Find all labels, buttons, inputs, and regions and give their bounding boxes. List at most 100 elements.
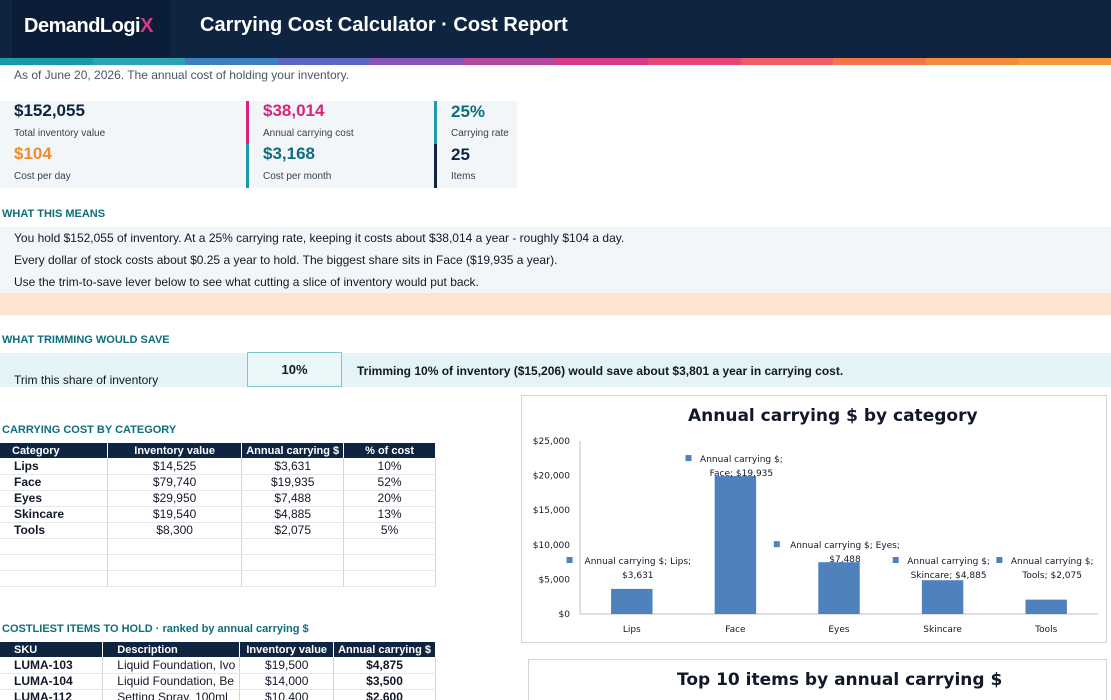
cell-annual-carrying: $3,631 bbox=[241, 458, 345, 475]
category-table: Category Inventory value Annual carrying… bbox=[0, 443, 436, 587]
section-what-trimming-saves: WHAT TRIMMING WOULD SAVE bbox=[2, 334, 170, 346]
table-row-empty bbox=[0, 570, 436, 587]
data-label-key bbox=[685, 455, 692, 462]
col-inventory-value: Inventory value bbox=[239, 642, 335, 657]
data-label-key bbox=[773, 541, 780, 548]
kpi-panel: $152,055 Total inventory value $104 Cost… bbox=[0, 101, 517, 188]
cell-description: Setting Spray, 100ml bbox=[102, 689, 241, 700]
cell-percent: 20% bbox=[343, 490, 436, 507]
x-tick-label: Skincare bbox=[923, 625, 962, 635]
kpi-cost-per-month-label: Cost per month bbox=[263, 171, 332, 182]
col-annual-carrying: Annual carrying $ bbox=[333, 642, 436, 657]
stripe-segment bbox=[185, 58, 278, 65]
table-row: LUMA-103 Liquid Foundation, Ivo $19,500 $4,… bbox=[0, 657, 436, 674]
stripe-segment bbox=[648, 58, 741, 65]
cell-inventory-value: $14,000 bbox=[239, 673, 335, 690]
cell-percent: 10% bbox=[343, 458, 436, 475]
category-chart: Annual carrying $ by category $0 $5,000 $1… bbox=[521, 395, 1107, 643]
app-header: DemandLogiX Carrying Cost Calculator · C… bbox=[0, 0, 1111, 58]
cell-annual-carrying: $2,075 bbox=[241, 522, 345, 539]
data-label: Tools; $2,075 bbox=[1021, 571, 1082, 581]
stripe-segment bbox=[92, 58, 186, 65]
y-tick-label: $15,000 bbox=[533, 506, 570, 516]
section-carrying-by-category: CARRYING COST BY CATEGORY bbox=[2, 424, 177, 436]
logo-main: DemandLogi bbox=[24, 15, 141, 37]
col-sku: SKU bbox=[0, 642, 104, 657]
color-stripe bbox=[0, 58, 1111, 65]
kpi-cost-per-month: $3,168 bbox=[263, 144, 315, 163]
logo-text: DemandLogiX bbox=[24, 15, 153, 38]
category-table-header: Category Inventory value Annual carrying… bbox=[0, 443, 436, 458]
cell-percent: 5% bbox=[343, 522, 436, 539]
section-what-this-means: WHAT THIS MEANS bbox=[2, 208, 106, 220]
category-chart-svg: $0 $5,000 $10,000 $15,000 $20,000 $25,000 Lips… bbox=[533, 437, 1098, 635]
data-label: Annual carrying $; Lips; bbox=[585, 557, 692, 567]
cell-percent: 52% bbox=[343, 474, 436, 491]
trim-share-input[interactable]: 10% bbox=[247, 352, 342, 387]
cell-category: Skincare bbox=[0, 506, 109, 523]
col-category: Category bbox=[0, 443, 109, 458]
chart-title: Annual carrying $ by category bbox=[688, 406, 978, 426]
means-line-3: Use the trim-to-save lever below to see … bbox=[0, 271, 1111, 293]
table-row: Eyes $29,950 $7,488 20% bbox=[0, 490, 436, 507]
kpi-carrying-rate: 25% bbox=[451, 102, 486, 121]
stripe-segment bbox=[1018, 58, 1111, 65]
top-items-chart: Top 10 items by annual carrying $ bbox=[528, 659, 1107, 700]
trim-band bbox=[0, 353, 1111, 387]
data-label: Face; $19,935 bbox=[710, 469, 773, 479]
col-description: Description bbox=[102, 642, 241, 657]
bar-face bbox=[714, 476, 757, 614]
cell-annual-carrying: $4,875 bbox=[333, 657, 436, 674]
x-tick-label: Eyes bbox=[828, 625, 850, 635]
kpi-accent-bar-teal bbox=[246, 144, 249, 188]
table-row: LUMA-112 Setting Spray, 100ml $10,400 $2,60… bbox=[0, 689, 436, 700]
bar-skincare bbox=[921, 580, 964, 614]
kpi-items: 25 bbox=[451, 145, 470, 164]
col-percent-of-cost: % of cost bbox=[343, 443, 436, 458]
kpi-accent-bar-navy bbox=[434, 144, 437, 188]
logo-x-mark: X bbox=[140, 15, 153, 37]
kpi-cost-per-day: $104 bbox=[14, 144, 52, 163]
stripe-segment bbox=[740, 58, 834, 65]
col-annual-carrying: Annual carrying $ bbox=[241, 443, 345, 458]
cell-category: Face bbox=[0, 474, 109, 491]
table-row: Lips $14,525 $3,631 10% bbox=[0, 458, 436, 475]
table-row: Tools $8,300 $2,075 5% bbox=[0, 522, 436, 539]
kpi-cost-per-day-label: Cost per day bbox=[14, 171, 71, 182]
data-label: Annual carrying $; bbox=[1011, 557, 1094, 567]
section-costliest-items: COSTLIEST ITEMS TO HOLD · ranked by annu… bbox=[2, 623, 309, 635]
cell-inventory-value: $19,540 bbox=[107, 506, 243, 523]
kpi-accent-bar-teal-2 bbox=[434, 101, 437, 144]
cell-inventory-value: $8,300 bbox=[107, 522, 243, 539]
y-tick-label: $10,000 bbox=[533, 541, 570, 551]
kpi-total-value: $152,055 bbox=[14, 101, 85, 120]
table-row-empty bbox=[0, 538, 436, 555]
x-tick-label: Face bbox=[725, 625, 746, 635]
cell-percent: 13% bbox=[343, 506, 436, 523]
page-title: Carrying Cost Calculator · Cost Report bbox=[200, 14, 568, 36]
cell-sku: LUMA-104 bbox=[0, 673, 104, 690]
means-accent-band bbox=[0, 293, 1111, 315]
stripe-segment bbox=[0, 58, 93, 65]
cell-category: Eyes bbox=[0, 490, 109, 507]
cell-annual-carrying: $4,885 bbox=[241, 506, 345, 523]
data-label: Annual carrying $; bbox=[907, 557, 990, 567]
stripe-segment bbox=[925, 58, 1019, 65]
data-label-key bbox=[892, 557, 899, 563]
kpi-total-value-label: Total inventory value bbox=[14, 128, 106, 139]
cell-inventory-value: $19,500 bbox=[239, 657, 335, 674]
cell-inventory-value: $14,525 bbox=[107, 458, 243, 475]
data-label: Annual carrying $; bbox=[700, 455, 783, 465]
data-label: Annual carrying $; Eyes; bbox=[790, 541, 900, 551]
y-tick-label: $5,000 bbox=[539, 575, 571, 585]
cell-category: Tools bbox=[0, 522, 109, 539]
cell-sku: LUMA-103 bbox=[0, 657, 104, 674]
bar-lips bbox=[611, 588, 653, 614]
means-line-2: Every dollar of stock costs about $0.25 … bbox=[0, 249, 1111, 271]
kpi-items-label: Items bbox=[451, 171, 476, 182]
bar-tools bbox=[1025, 599, 1067, 614]
means-line-1: You hold $152,055 of inventory. At a 25%… bbox=[0, 227, 1111, 249]
data-label: $3,631 bbox=[622, 571, 654, 581]
bar-eyes bbox=[818, 562, 860, 614]
top-items-chart-title: Top 10 items by annual carrying $ bbox=[677, 670, 1003, 690]
